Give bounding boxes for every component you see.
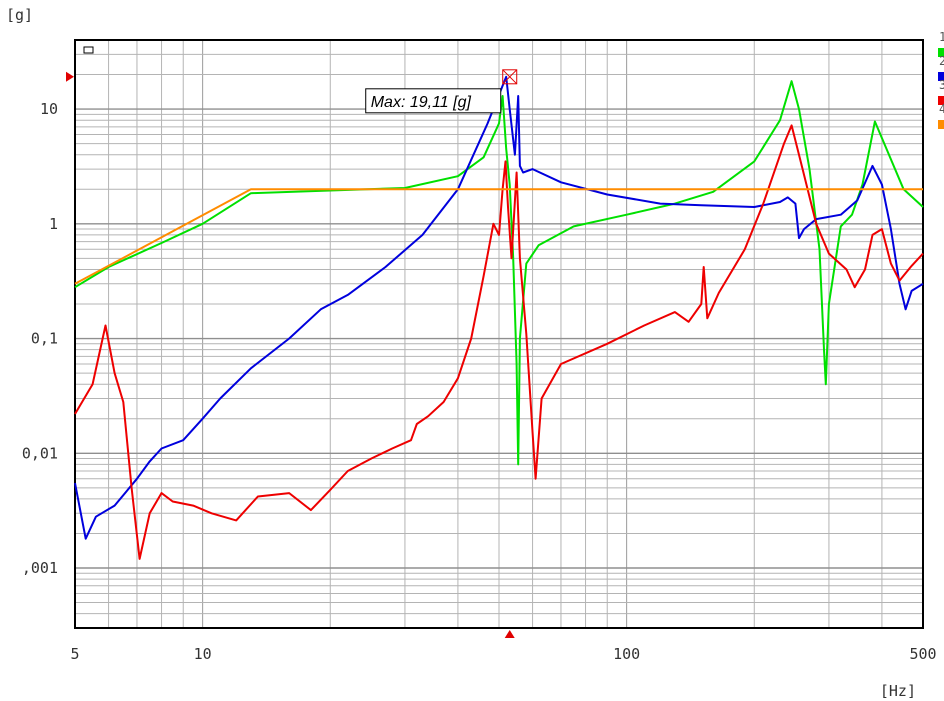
x-axis-unit-label: [Hz] (880, 682, 916, 700)
peak-cursor[interactable] (66, 69, 518, 638)
x-tick-label: 5 (70, 645, 79, 663)
cursor-bottom-marker-icon[interactable] (504, 630, 515, 638)
legend-swatch[interactable] (938, 96, 944, 105)
max-annotation-box (365, 88, 502, 114)
plot-frame (74, 39, 924, 629)
plot-corner-marker[interactable] (83, 46, 94, 54)
x-tick-label: 10 (194, 645, 212, 663)
legend-number: 1 (939, 30, 944, 44)
y-tick-label: 0,1 (31, 330, 58, 348)
x-tick-label: 100 (613, 645, 640, 663)
y-tick-label: ,001 (22, 559, 58, 577)
legend-number: 2 (939, 54, 944, 68)
grid-layer (75, 40, 923, 629)
max-annotation: Max: 19,11 [g] (365, 88, 502, 114)
series-line-4 (74, 188, 923, 285)
peak-marker-icon[interactable] (502, 69, 518, 85)
x-tick-label: 500 (909, 645, 936, 663)
max-annotation-text: Max: 19,11 [g] (371, 94, 472, 111)
series-line-2 (74, 75, 924, 540)
legend-number: 3 (939, 78, 944, 92)
y-axis-unit-label: [g] (6, 6, 33, 24)
series-line-1 (74, 80, 924, 466)
legend-number: 4 (939, 102, 944, 116)
axis-layer: 5 10 100 500 10 1 0,1 0,01 ,001 (22, 100, 937, 663)
legend-swatch[interactable] (938, 120, 944, 129)
series-layer (74, 75, 924, 560)
legend: 1 2 3 4 (938, 30, 944, 129)
cursor-left-marker-icon[interactable] (66, 71, 74, 82)
y-tick-label: 0,01 (22, 444, 58, 462)
y-tick-label: 1 (49, 215, 58, 233)
legend-swatch[interactable] (938, 72, 944, 81)
legend-swatch[interactable] (938, 48, 944, 57)
y-tick-label: 10 (40, 100, 58, 118)
series-line-3 (74, 124, 924, 560)
